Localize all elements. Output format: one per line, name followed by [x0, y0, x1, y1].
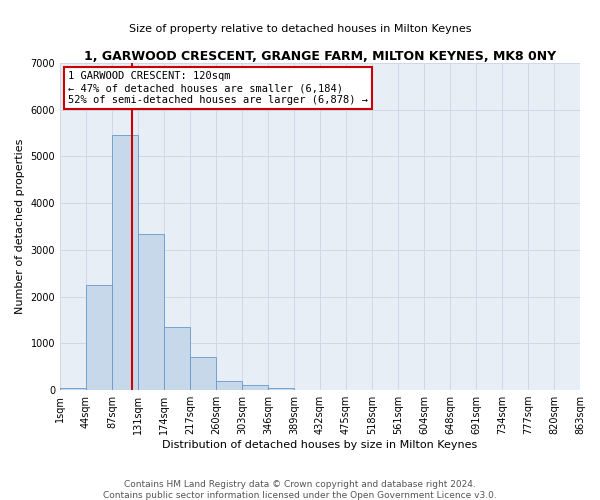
Bar [86, 285, 112, 390]
Text: Contains HM Land Registry data © Crown copyright and database right 2024.
Contai: Contains HM Land Registry data © Crown c… [103, 480, 497, 500]
Bar [138, 234, 164, 390]
Title: 1, GARWOOD CRESCENT, GRANGE FARM, MILTON KEYNES, MK8 0NY: 1, GARWOOD CRESCENT, GRANGE FARM, MILTON… [84, 50, 556, 63]
X-axis label: Distribution of detached houses by size in Milton Keynes: Distribution of detached houses by size … [163, 440, 478, 450]
Bar [268, 388, 294, 390]
Bar [190, 358, 216, 390]
Bar [112, 136, 138, 390]
Bar [242, 386, 268, 390]
Text: 1 GARWOOD CRESCENT: 120sqm
← 47% of detached houses are smaller (6,184)
52% of s: 1 GARWOOD CRESCENT: 120sqm ← 47% of deta… [68, 72, 368, 104]
Bar [164, 327, 190, 390]
Bar [216, 380, 242, 390]
Text: Size of property relative to detached houses in Milton Keynes: Size of property relative to detached ho… [129, 24, 471, 34]
Bar [60, 388, 86, 390]
Y-axis label: Number of detached properties: Number of detached properties [15, 139, 25, 314]
